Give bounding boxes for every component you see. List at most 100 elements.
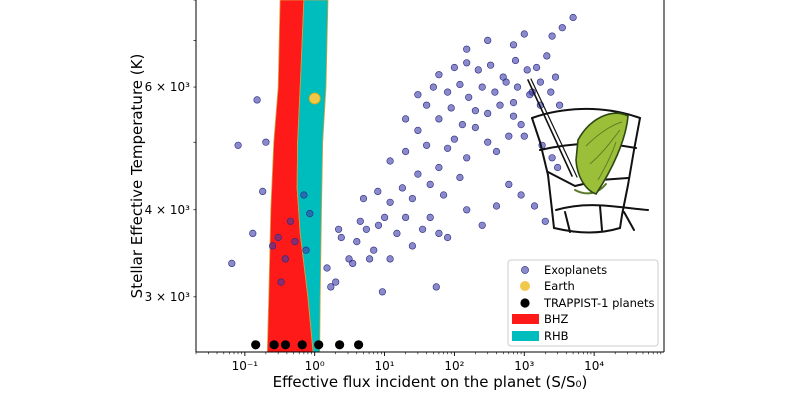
- trappist-point: [280, 340, 291, 350]
- exoplanet-point: [269, 242, 277, 250]
- exoplanet-point: [362, 225, 371, 233]
- exoplanet-point: [548, 154, 556, 162]
- exoplanet-point: [444, 144, 452, 152]
- legend-marker-exoplanets: [521, 266, 529, 274]
- exoplanet-point: [419, 225, 427, 233]
- exoplanet-point: [402, 147, 410, 156]
- x-tick-label: 10²: [444, 359, 464, 373]
- exoplanet-point: [393, 229, 401, 237]
- exoplanet-point: [511, 56, 520, 65]
- exoplanet-point: [386, 198, 394, 206]
- exoplanet-point: [402, 213, 410, 221]
- trappist-point: [251, 340, 261, 350]
- exoplanet-point: [359, 195, 368, 203]
- exoplanet-point: [484, 138, 492, 146]
- legend-label-trappist: TRAPPIST-1 planets: [543, 296, 654, 310]
- x-tick-label: 10¹: [375, 359, 395, 373]
- exoplanet-point: [523, 66, 531, 74]
- exoplanet-point: [513, 83, 522, 91]
- trappist-point: [335, 340, 345, 350]
- exoplanet-point: [423, 141, 431, 149]
- axis-ticks: 10⁻¹ 10⁰ 10¹ 10² 10³ 10⁴ 3 × 10³ 4 × 10³ 6 × 10³: [145, 0, 662, 373]
- legend-label-earth: Earth: [544, 279, 575, 293]
- exoplanet-point: [484, 109, 492, 117]
- exoplanet-point: [228, 259, 236, 268]
- exoplanet-point: [429, 83, 438, 91]
- exoplanet-point: [463, 45, 471, 53]
- x-axis-title: Effective flux incident on the planet (S…: [273, 373, 588, 391]
- plot-frame: [195, 0, 665, 353]
- legend-label-rhb: RHB: [544, 329, 569, 343]
- x-tick-label: 10³: [514, 359, 534, 373]
- legend-label-exoplanets: Exoplanets: [544, 263, 607, 277]
- x-tick-label: 10⁻¹: [232, 359, 259, 373]
- exoplanet-point: [335, 225, 343, 233]
- y-tick-label: 6 × 10³: [145, 80, 191, 94]
- exoplanet-point: [386, 255, 394, 263]
- exoplanet-point: [543, 52, 551, 60]
- exoplanet-point: [478, 221, 486, 229]
- exoplanet-point: [386, 157, 394, 165]
- exoplanet-point: [435, 115, 443, 123]
- exoplanet-point: [332, 278, 340, 286]
- exoplanet-point: [423, 101, 431, 109]
- exoplanet-point: [558, 24, 566, 32]
- exoplanet-point: [463, 206, 471, 214]
- exoplanet-point: [414, 91, 422, 99]
- exoplanet-point: [456, 173, 464, 182]
- exoplanet-point: [432, 283, 440, 291]
- exoplanet-point: [463, 59, 471, 67]
- exoplanet-point: [555, 101, 564, 109]
- exoplanet-point: [259, 187, 267, 195]
- exoplanet-point: [286, 217, 295, 225]
- exoplanet-point: [517, 120, 525, 129]
- exoplanet-point: [548, 32, 556, 40]
- exoplanet-point: [353, 238, 361, 246]
- exoplanet-point: [426, 180, 434, 188]
- exoplanet-point: [370, 246, 378, 254]
- y-axis-title: Stellar Effective Temperature (K): [128, 54, 146, 299]
- exoplanet-point: [569, 13, 577, 22]
- exoplanet-point: [541, 217, 549, 225]
- exoplanet-point: [435, 71, 443, 79]
- exoplanet-point: [274, 233, 282, 242]
- exoplanet-point: [262, 138, 270, 146]
- exoplanet-point: [366, 255, 374, 263]
- legend-box: [507, 259, 659, 347]
- legend-marker-trappist: [520, 298, 530, 308]
- data-points: [228, 13, 577, 350]
- habitable-zone-regions: [266, 0, 329, 352]
- exoplanet-point: [300, 191, 308, 199]
- exoplanet-point: [532, 63, 541, 72]
- exoplanet-point: [408, 195, 417, 203]
- exoplanet-point: [492, 202, 501, 210]
- exoplanet-point: [499, 73, 507, 81]
- exoplanet-point: [458, 120, 467, 129]
- x-tick-label: 10⁴: [584, 359, 604, 373]
- exoplanet-point: [463, 154, 471, 162]
- exoplanet-point: [496, 101, 504, 109]
- exoplanet-point: [517, 191, 525, 199]
- earth-point: [308, 92, 321, 105]
- exoplanet-point: [435, 163, 443, 172]
- exoplanet-point: [509, 98, 518, 107]
- y-tick-label: 3 × 10³: [145, 290, 191, 304]
- exoplanet-point: [398, 184, 407, 192]
- exoplanet-point: [509, 112, 518, 120]
- exoplanet-point: [505, 180, 513, 188]
- exoplanet-point: [444, 88, 452, 96]
- exoplanet-point: [505, 132, 513, 140]
- exoplanet-point: [291, 238, 299, 246]
- exoplanet-point: [471, 123, 480, 132]
- exoplanet-point: [414, 170, 422, 178]
- trappist-point: [269, 340, 279, 350]
- exoplanet-point: [471, 107, 480, 115]
- region-rhb: [296, 0, 329, 352]
- exoplanet-point: [551, 73, 560, 81]
- exoplanet-point: [349, 259, 357, 268]
- exoplanet-point: [520, 30, 528, 38]
- exoplanet-point: [484, 36, 492, 45]
- exoplanet-point: [337, 233, 345, 242]
- exoplanet-point: [381, 213, 389, 221]
- exoplanet-point: [450, 63, 459, 72]
